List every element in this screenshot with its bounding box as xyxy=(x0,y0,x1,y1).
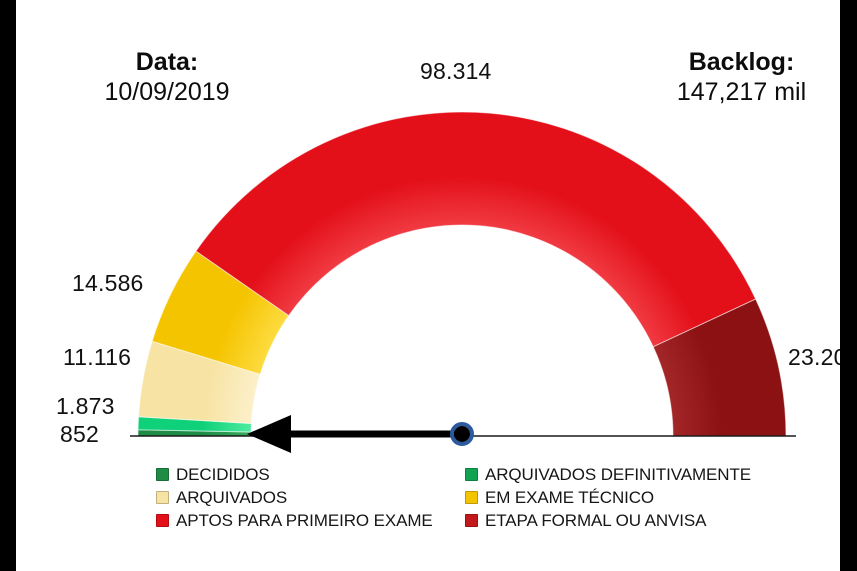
legend-swatch-icon xyxy=(465,514,478,527)
legend-item: ARQUIVADOS DEFINITIVAMENTE xyxy=(465,463,806,486)
value-label-arquivados-definitivamente: 1.873 xyxy=(56,393,115,419)
legend-item: APTOS PARA PRIMEIRO EXAME xyxy=(156,509,461,532)
gauge-segment xyxy=(195,111,757,348)
legend-label: ETAPA FORMAL OU ANVISA xyxy=(485,510,707,530)
value-label-decididos: 852 xyxy=(60,421,99,447)
date-value: 10/09/2019 xyxy=(104,77,230,106)
legend-swatch-icon xyxy=(465,491,478,504)
legend-item: DECIDIDOS xyxy=(156,463,461,486)
value-label-arquivados: 11.116 xyxy=(63,344,132,370)
gauge-needle-group xyxy=(130,415,796,453)
legend-swatch-icon xyxy=(465,468,478,481)
chart-legend: DECIDIDOS ARQUIVADOS DEFINITIVAMENTE ARQUI… xyxy=(156,463,806,532)
legend-label: DECIDIDOS xyxy=(176,464,270,484)
frame-bar-right xyxy=(840,0,857,571)
backlog-value: 147,217 mil xyxy=(676,77,807,106)
legend-swatch-icon xyxy=(156,468,169,481)
legend-label: ARQUIVADOS xyxy=(176,487,288,507)
legend-label: ARQUIVADOS DEFINITIVAMENTE xyxy=(485,464,751,484)
date-block: Data: 10/09/2019 xyxy=(72,48,262,107)
needle-pivot-ring xyxy=(450,422,474,446)
needle-pivot-hub xyxy=(454,426,470,442)
gauge-figure xyxy=(130,111,796,453)
backlog-title: Backlog: xyxy=(688,48,795,76)
needle-arrowhead xyxy=(247,415,291,453)
legend-label: EM EXAME TÉCNICO xyxy=(485,487,655,507)
date-title: Data: xyxy=(135,48,199,76)
legend-item: ARQUIVADOS xyxy=(156,486,461,509)
legend-item: ETAPA FORMAL OU ANVISA xyxy=(465,509,806,532)
backlog-block: Backlog: 147,217 mil xyxy=(634,48,849,107)
legend-swatch-icon xyxy=(156,491,169,504)
value-label-em-exame-tecnico: 14.586 xyxy=(72,270,144,296)
legend-label: APTOS PARA PRIMEIRO EXAME xyxy=(176,510,433,530)
gauge-segment-group xyxy=(137,111,787,437)
chart-canvas: Data: 10/09/2019 Backlog: 147,217 mil 98… xyxy=(16,0,857,571)
legend-item: EM EXAME TÉCNICO xyxy=(465,486,806,509)
frame-bar-left xyxy=(0,0,16,571)
value-label-aptos-primeiro-exame: 98.314 xyxy=(420,58,492,84)
legend-swatch-icon xyxy=(156,514,169,527)
